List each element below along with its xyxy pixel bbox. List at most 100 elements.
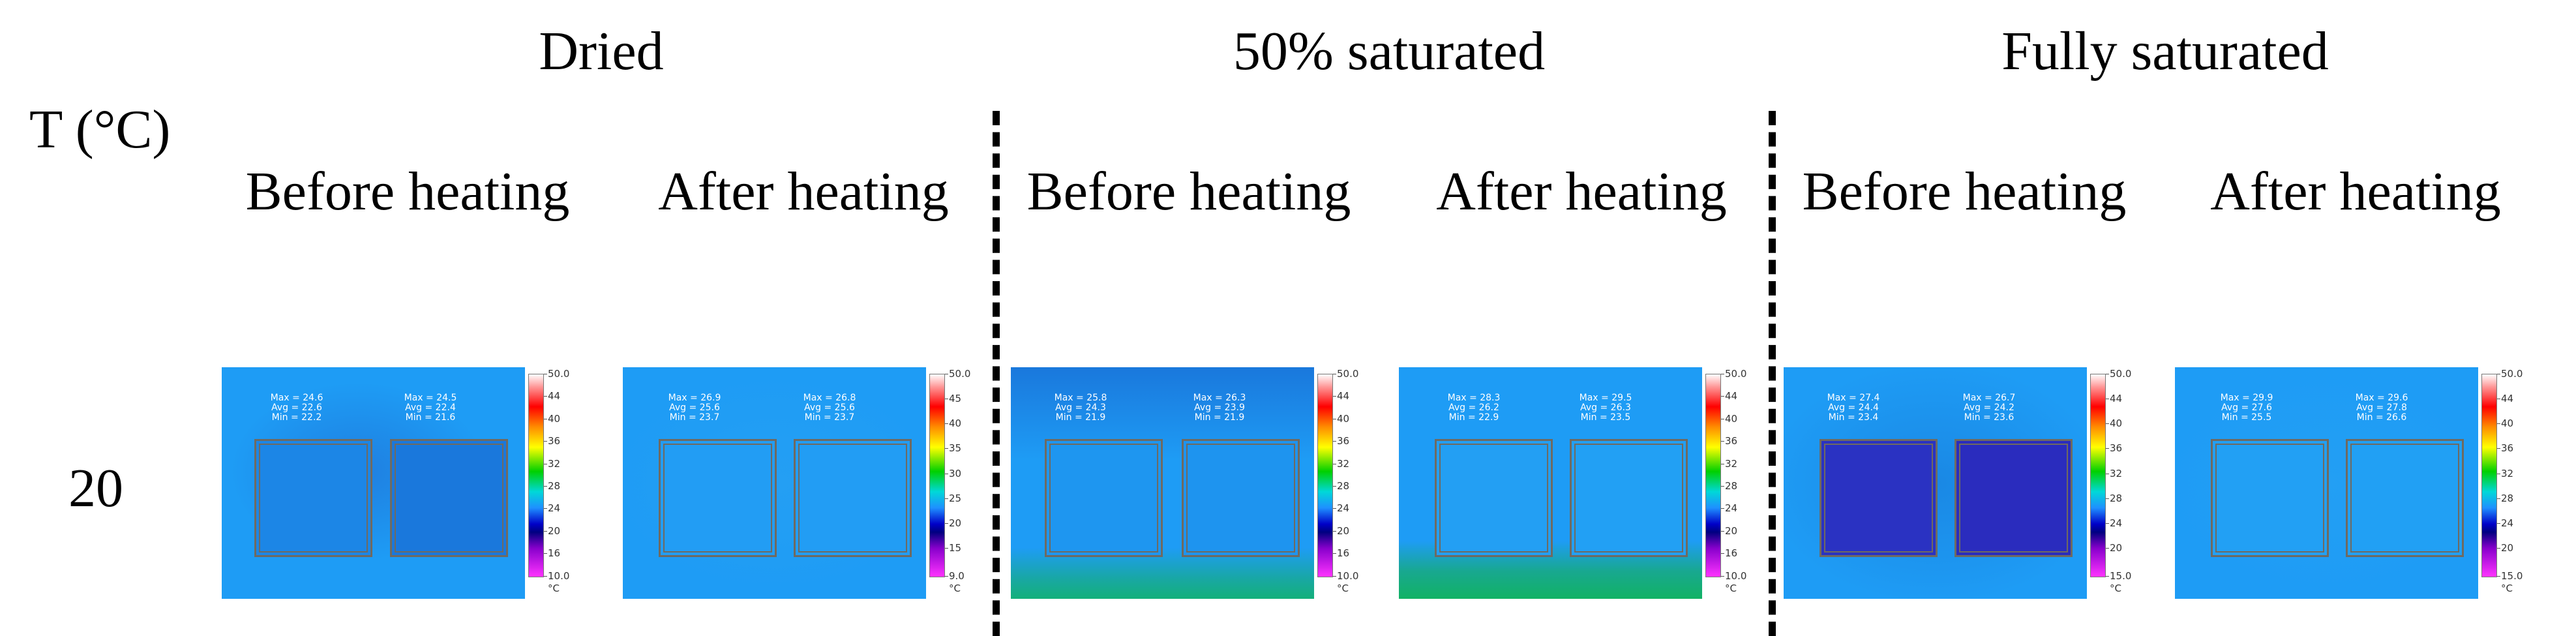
tick-label: 36 [543,435,561,447]
roi-min: Min = 23.7 [804,412,855,423]
roi-min: Min = 23.7 [669,412,720,423]
roi-max: Max = 29.9 [2220,393,2273,403]
colorbar-ticks: 50.0 44 40 36 32 28 24 20 15.0 [2105,368,2149,582]
colorbar [2481,374,2497,577]
tick-label: 25 [944,492,962,504]
roi-max: Max = 24.5 [404,393,457,403]
roi-box-left [1435,439,1553,557]
tick-label: 44 [543,390,561,402]
roi-avg: Avg = 27.8 [2356,402,2407,413]
roi-box-right [2346,439,2464,557]
roi-max: Max = 28.3 [1447,393,1501,403]
thermal-image: Max = 25.8 Avg = 24.3 Min = 21.9 Max = 2… [1011,367,1314,599]
tick-label: 15 [944,541,962,554]
tick-label: 36 [1332,435,1350,447]
roi-min: Min = 22.9 [1448,412,1499,423]
group-title-fully-saturated: Fully saturated [2001,21,2329,82]
group-divider-2 [1769,111,1776,636]
tick-label: 44 [2105,393,2123,405]
tick-label: 16 [1720,547,1738,560]
tick-label: 28 [543,480,561,492]
tick-label: 40 [1720,412,1738,425]
row-label-temperature: 20 [68,458,123,519]
tick-label: 15.0 [2496,570,2523,582]
thermal-panel-50-after: Max = 28.3 Avg = 26.2 Min = 22.9 Max = 2… [1399,367,1764,599]
roi-max: Max = 29.6 [2355,393,2408,403]
colorbar-ticks: 50.0 44 40 36 32 28 24 20 16 10.0 [543,368,587,582]
tick-label: 28 [1332,480,1350,492]
tick-label: 16 [543,547,561,560]
roi-min: Min = 21.9 [1194,412,1245,423]
colorbar [528,374,544,577]
tick-label: 50.0 [2496,368,2523,380]
roi-box-right [1570,439,1688,557]
tick-label: 24 [543,502,561,515]
tick-label: 9.0 [945,570,965,582]
roi-box-left [254,439,372,557]
roi-max: Max = 27.4 [1827,393,1880,403]
roi-avg: Avg = 26.3 [1580,402,1631,413]
tick-label: 28 [2105,492,2123,504]
thermal-image: Max = 26.9 Avg = 25.6 Min = 23.7 Max = 2… [623,367,926,599]
roi-min: Min = 23.5 [1580,412,1631,423]
roi-min: Min = 26.6 [2356,412,2407,423]
roi-avg: Avg = 27.6 [2221,402,2272,413]
roi-box-right [1182,439,1300,557]
tick-label: 35 [944,442,962,455]
tick-label: 24 [2105,517,2123,529]
roi-avg: Avg = 22.4 [405,402,456,413]
roi-box-right [1954,439,2073,557]
tick-label: 24 [1332,502,1350,515]
temperature-axis-label: T (°C) [29,99,171,160]
tick-label: 15.0 [2105,570,2132,582]
tick-label: 20 [2105,541,2123,554]
thermal-panel-full-before: Max = 27.4 Avg = 24.4 Min = 23.4 Max = 2… [1784,367,2149,599]
roi-box-right [390,439,508,557]
group-title-50-saturated: 50% saturated [1233,21,1546,82]
tick-label: 32 [1720,457,1738,470]
colorbar-unit: °C [548,583,560,594]
tick-label: 24 [2496,517,2514,529]
tick-label: 44 [1720,390,1738,402]
tick-label: 20 [2496,541,2514,554]
thermal-image: Max = 29.9 Avg = 27.6 Min = 25.5 Max = 2… [2175,367,2478,599]
roi-min: Min = 25.5 [2221,412,2272,423]
colorbar-ticks: 50.0 44 40 36 32 28 24 20 16 10.0 [1720,368,1764,582]
colorbar-ticks: 50.0 45 40 35 30 25 20 15 9.0 [944,368,988,582]
roi-stats: Max = 26.9 Avg = 25.6 Min = 23.7 [659,393,730,423]
thermal-panel-full-after: Max = 29.9 Avg = 27.6 Min = 25.5 Max = 2… [2175,367,2540,599]
roi-max: Max = 24.6 [270,393,323,403]
tick-label: 40 [2496,417,2514,430]
roi-avg: Avg = 25.6 [804,402,855,413]
tick-label: 50.0 [1332,368,1359,380]
roi-min: Min = 22.2 [271,412,322,423]
roi-stats: Max = 28.3 Avg = 26.2 Min = 22.9 [1438,393,1510,423]
tick-label: 40 [944,417,962,430]
tick-label: 28 [2496,492,2514,504]
colorbar [929,374,945,577]
roi-stats: Max = 29.5 Avg = 26.3 Min = 23.5 [1570,393,1641,423]
roi-stats: Max = 24.5 Avg = 22.4 Min = 21.6 [395,393,466,423]
roi-box-left [1045,439,1163,557]
roi-min: Min = 23.4 [1828,412,1879,423]
group-divider-1 [993,111,1000,636]
thermal-image: Max = 24.6 Avg = 22.6 Min = 22.2 Max = 2… [222,367,525,599]
roi-box-left [2211,439,2329,557]
tick-label: 32 [1332,457,1350,470]
colorbar [2090,374,2106,577]
roi-stats: Max = 26.8 Avg = 25.6 Min = 23.7 [794,393,865,423]
thermal-panel-dried-before: Max = 24.6 Avg = 22.6 Min = 22.2 Max = 2… [222,367,587,599]
tick-label: 44 [1332,390,1350,402]
tick-label: 40 [1332,412,1350,425]
roi-min: Min = 21.9 [1055,412,1106,423]
tick-label: 44 [2496,393,2514,405]
tick-label: 36 [2496,442,2514,455]
tick-label: 32 [2496,467,2514,479]
thermal-image: Max = 27.4 Avg = 24.4 Min = 23.4 Max = 2… [1784,367,2087,599]
tick-label: 20 [1332,524,1350,537]
column-title-dried-after: After heating [658,161,949,222]
roi-stats: Max = 27.4 Avg = 24.4 Min = 23.4 [1818,393,1889,423]
roi-max: Max = 26.8 [803,393,856,403]
roi-stats: Max = 29.9 Avg = 27.6 Min = 25.5 [2211,393,2283,423]
colorbar [1317,374,1333,577]
